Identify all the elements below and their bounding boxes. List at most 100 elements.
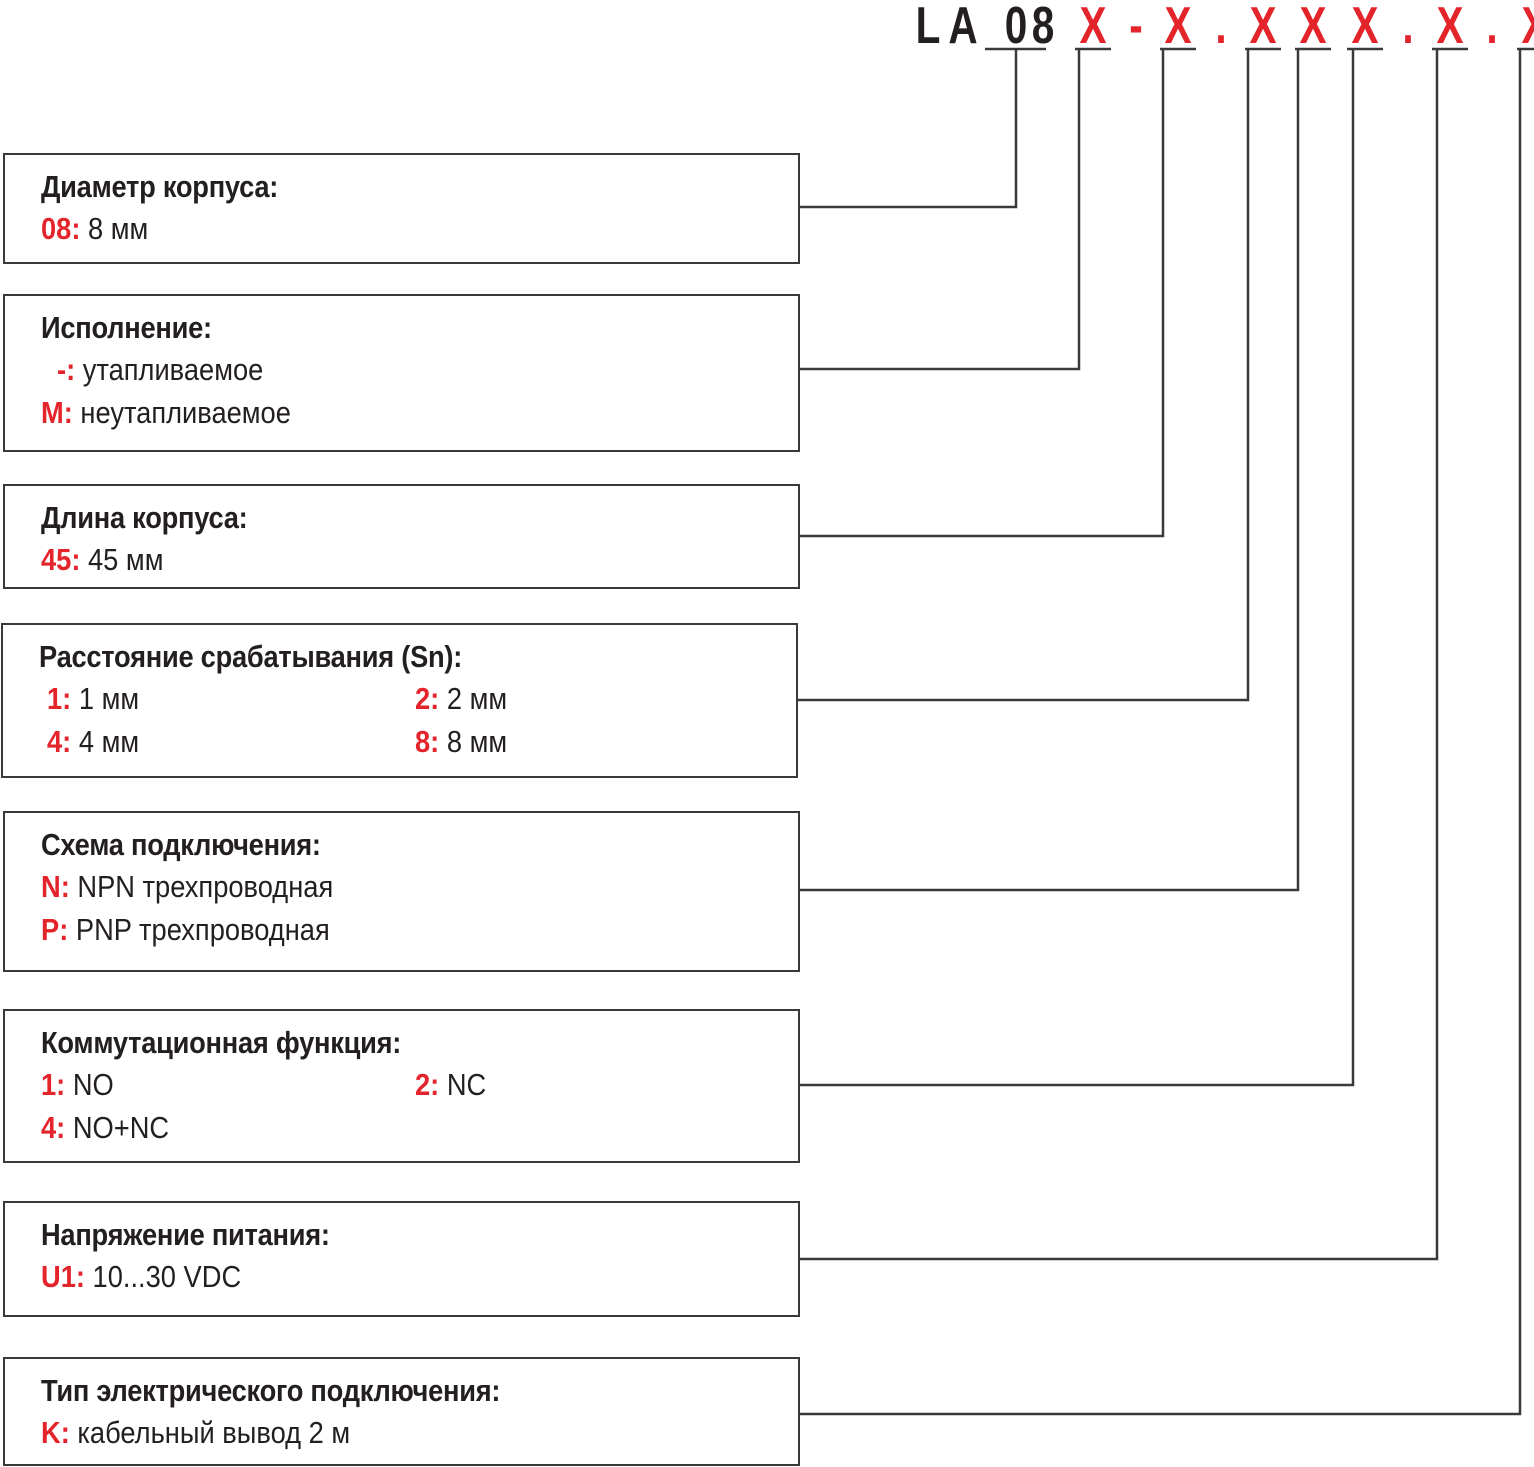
option-value: 8 мм: [439, 724, 508, 759]
connector-line: [800, 49, 1165, 538]
code-char: L: [915, 0, 941, 55]
code-char: .: [1486, 0, 1498, 55]
option-value: 4 мм: [71, 724, 140, 759]
option-value: 10...30 VDC: [84, 1259, 242, 1294]
option-key: 4: [47, 724, 63, 759]
option-box-title: Схема подключения:: [41, 827, 321, 862]
option-separator: :: [63, 395, 73, 430]
option-value: NO+NC: [65, 1110, 170, 1145]
option-key: -: [57, 352, 67, 387]
option-value: 45 мм: [80, 542, 164, 577]
option-item: 1: 1 мм: [47, 681, 139, 717]
option-item: 1: NO: [41, 1067, 114, 1103]
code-char: X: [1299, 0, 1327, 55]
code-char: 8: [1031, 0, 1055, 55]
option-key: 2: [415, 681, 431, 716]
option-item: -: утапливаемое: [57, 352, 263, 388]
option-box: Коммутационная функция: 1: NO 2: NC 4: NO+N…: [3, 1009, 800, 1163]
option-box-title: Диаметр корпуса:: [41, 169, 279, 204]
option-separator: :: [66, 352, 76, 387]
option-separator: :: [430, 681, 440, 716]
option-item: 4: NO+NC: [41, 1110, 169, 1146]
option-item: 2: NC: [415, 1067, 486, 1103]
connector-line: [798, 49, 1250, 702]
connector-line: [800, 49, 1439, 1261]
option-key: 45: [41, 542, 72, 577]
option-key: 1: [47, 681, 63, 716]
option-key: P: [41, 912, 60, 947]
option-box-title: Тип электрического подключения:: [41, 1373, 501, 1408]
code-char: 0: [1004, 0, 1028, 55]
option-value: кабельный вывод 2 м: [69, 1415, 351, 1450]
option-separator: :: [60, 1415, 70, 1450]
code-char: X: [1517, 0, 1534, 52]
option-separator: :: [62, 724, 72, 759]
option-value: NPN трехпроводная: [69, 869, 334, 904]
option-key: 4: [41, 1110, 57, 1145]
option-box: Исполнение: -: утапливаемое M: неутапливае…: [3, 294, 800, 452]
code-char: X: [1436, 0, 1464, 55]
connector-line: [800, 49, 1300, 892]
option-key: 8: [415, 724, 431, 759]
option-item: M: неутапливаемое: [41, 395, 291, 431]
code-char: A: [948, 0, 978, 55]
option-item: N: NPN трехпроводная: [41, 869, 333, 905]
option-key: 1: [41, 1067, 57, 1102]
option-separator: :: [56, 1067, 66, 1102]
option-separator: :: [62, 681, 72, 716]
option-box: Напряжение питания: U1: 10...30 VDC: [3, 1201, 800, 1317]
option-key: 08: [41, 211, 72, 246]
option-item: 4: 4 мм: [47, 724, 139, 760]
connector-line: [800, 49, 1355, 1087]
connector-line: [800, 49, 1018, 209]
option-value: 8 мм: [80, 211, 149, 246]
code-char: X: [1249, 0, 1277, 55]
option-separator: :: [56, 1110, 66, 1145]
option-box: Расстояние срабатывания (Sn): 1: 1 мм 2: 2…: [1, 623, 798, 778]
option-separator: :: [430, 724, 440, 759]
option-separator: :: [430, 1067, 440, 1102]
option-item: 2: 2 мм: [415, 681, 507, 717]
option-value: PNP трехпроводная: [68, 912, 330, 947]
option-item: K: кабельный вывод 2 м: [41, 1415, 350, 1451]
option-item: 08: 8 мм: [41, 211, 148, 247]
option-key: K: [41, 1415, 61, 1450]
option-box: Диаметр корпуса: 08: 8 мм: [3, 153, 800, 264]
option-key: N: [41, 869, 61, 904]
option-separator: :: [71, 211, 81, 246]
option-separator: :: [75, 1259, 85, 1294]
option-item: 8: 8 мм: [415, 724, 507, 760]
connector-line: [800, 49, 1081, 371]
option-key: 2: [415, 1067, 431, 1102]
option-separator: :: [60, 869, 70, 904]
option-box: Схема подключения: N: NPN трехпроводная P:…: [3, 811, 800, 972]
code-char: .: [1215, 0, 1227, 55]
option-key: U1: [41, 1259, 76, 1294]
code-char: X: [1079, 0, 1107, 55]
option-box-title: Расстояние срабатывания (Sn):: [39, 639, 463, 674]
option-separator: :: [71, 542, 81, 577]
option-value: утапливаемое: [75, 352, 264, 387]
option-separator: :: [59, 912, 69, 947]
option-value: 1 мм: [71, 681, 140, 716]
option-box-title: Исполнение:: [41, 310, 212, 345]
code-char: X: [1164, 0, 1192, 55]
code-char: X: [1351, 0, 1379, 55]
option-value: NC: [439, 1067, 487, 1102]
code-char: .: [1402, 0, 1414, 55]
option-box-title: Напряжение питания:: [41, 1217, 330, 1252]
option-box: Длина корпуса: 45: 45 мм: [3, 484, 800, 589]
option-box-title: Коммутационная функция:: [41, 1025, 402, 1060]
option-value: 2 мм: [439, 681, 508, 716]
option-box: Тип электрического подключения: K: кабель…: [3, 1357, 800, 1466]
code-char: -: [1129, 0, 1143, 55]
option-key: M: [41, 395, 64, 430]
option-item: U1: 10...30 VDC: [41, 1259, 241, 1295]
connector-line: [800, 49, 1522, 1416]
option-value: NO: [65, 1067, 114, 1102]
option-item: P: PNP трехпроводная: [41, 912, 330, 948]
option-value: неутапливаемое: [72, 395, 291, 430]
option-item: 45: 45 мм: [41, 542, 163, 578]
option-box-title: Длина корпуса:: [41, 500, 248, 535]
